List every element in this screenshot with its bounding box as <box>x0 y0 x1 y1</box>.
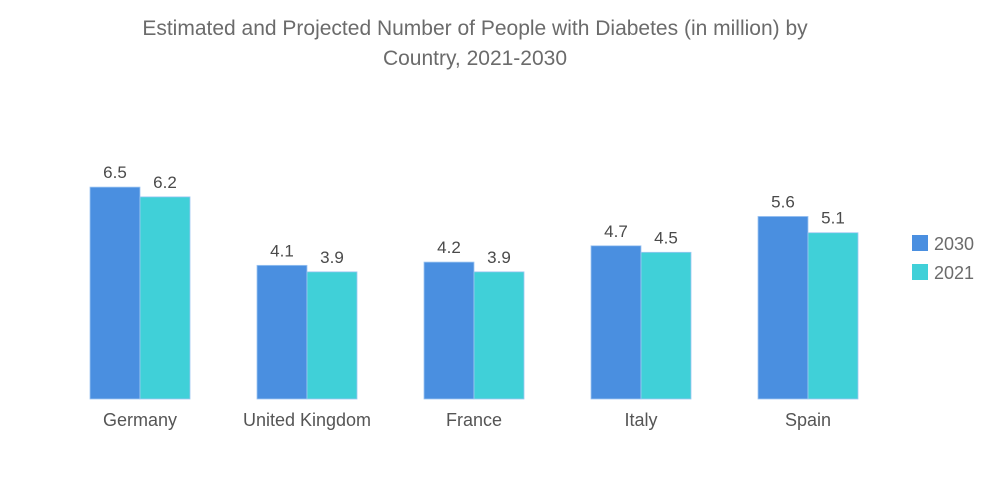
data-label-2021: 4.5 <box>654 228 678 247</box>
bar-2021 <box>139 196 191 400</box>
bar-2030 <box>423 261 475 400</box>
data-label-2021: 3.9 <box>320 248 344 267</box>
data-label-2021: 6.2 <box>153 173 177 192</box>
bar-2030 <box>757 216 809 400</box>
bar-2021 <box>473 271 525 400</box>
x-tick-label: Italy <box>624 410 657 430</box>
bar-2021 <box>640 251 692 400</box>
bar-2021 <box>807 232 859 400</box>
chart-title: Estimated and Projected Number of People… <box>0 14 950 74</box>
x-tick-label: United Kingdom <box>243 410 371 430</box>
bars-group: 6.5 6.2 Germany 4.1 3.9 United Kingdom 4.2 3.9 F… <box>89 163 859 430</box>
data-label-2030: 4.7 <box>604 222 628 241</box>
data-label-2030: 5.6 <box>771 192 795 211</box>
bar-2030 <box>590 245 642 400</box>
legend-swatch-2021 <box>912 264 928 280</box>
x-tick-label: Germany <box>103 410 177 430</box>
legend: 2030 2021 <box>912 234 974 283</box>
data-label-2030: 4.2 <box>437 238 461 257</box>
data-label-2021: 3.9 <box>487 248 511 267</box>
legend-swatch-2030 <box>912 235 928 251</box>
x-tick-label: France <box>446 410 502 430</box>
x-tick-label: Spain <box>785 410 831 430</box>
chart-title-line-1: Estimated and Projected Number of People… <box>142 17 808 40</box>
bar-2021 <box>306 271 358 400</box>
data-label-2030: 4.1 <box>270 241 294 260</box>
bar-2030 <box>256 264 308 400</box>
data-label-2021: 5.1 <box>821 209 845 228</box>
legend-label-2021: 2021 <box>934 263 974 283</box>
data-label-2030: 6.5 <box>103 163 127 182</box>
chart-title-line-2: Country, 2021-2030 <box>382 47 568 70</box>
legend-label-2030: 2030 <box>934 234 974 254</box>
bar-2030 <box>89 186 141 400</box>
